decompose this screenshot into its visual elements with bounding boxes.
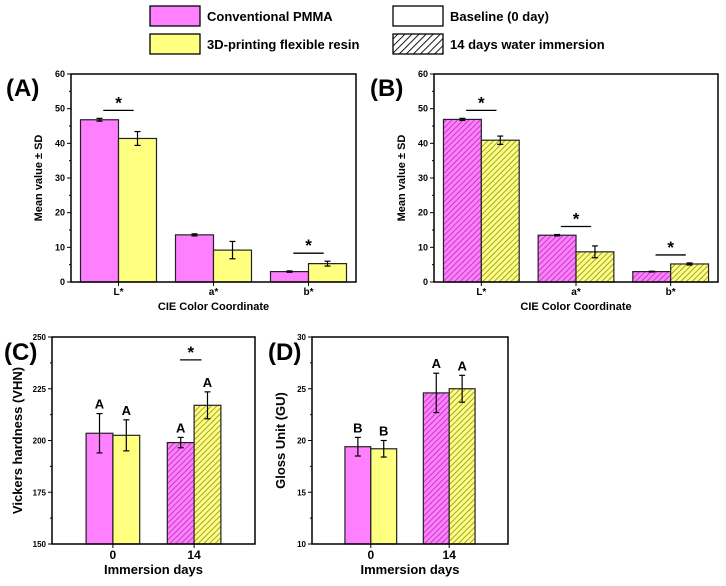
x-tick-label: 14 (443, 548, 457, 562)
x-tick-label: 0 (367, 548, 374, 562)
y-tick-label: 60 (418, 69, 428, 79)
panel-label: (A) (6, 75, 39, 102)
y-axis-label: Mean value ± SD (33, 135, 45, 222)
x-tick-label: 14 (187, 548, 201, 562)
bar (422, 392, 450, 545)
group-letter: B (353, 420, 362, 435)
x-axis-label: CIE Color Coordinate (520, 301, 631, 313)
y-tick-label: 0 (423, 277, 428, 287)
bar (344, 446, 372, 545)
y-tick-label: 0 (60, 277, 65, 287)
y-axis-label: Vickers hardness (VHN) (10, 367, 25, 514)
y-tick-label: 10 (297, 540, 306, 549)
x-axis-label: Immersion days (361, 562, 460, 577)
y-tick-label: 20 (418, 208, 428, 218)
panel-label: (C) (4, 339, 37, 366)
y-tick-label: 10 (418, 242, 428, 252)
bar (193, 404, 222, 545)
y-tick-label: 50 (55, 104, 65, 114)
legend-swatch (149, 33, 201, 55)
x-tick-label: L* (476, 287, 486, 298)
chart-panel-a: (A) * L* a* * b* 0 10 20 30 40 50 60 CIE Color Coordi… (6, 69, 357, 313)
y-tick-label: 20 (297, 437, 306, 446)
bar (632, 271, 672, 283)
y-tick-label: 225 (33, 385, 47, 394)
legend-swatch (149, 5, 201, 27)
group-letter: A (122, 403, 132, 418)
x-tick-label: a* (571, 287, 581, 298)
y-tick-label: 30 (297, 333, 306, 342)
x-axis-label: CIE Color Coordinate (158, 301, 269, 313)
bar (166, 441, 195, 545)
y-tick-label: 175 (33, 488, 47, 497)
bar (269, 271, 310, 283)
y-tick-label: 60 (55, 69, 65, 79)
bar (112, 434, 141, 545)
chart-panel-d: (D) B B 0 A A 14 10 15 20 25 30 Immersion days Gloss … (268, 333, 509, 577)
legend-swatch (392, 5, 444, 27)
y-axis-label: Gloss Unit (GU) (273, 392, 288, 489)
y-tick-label: 40 (418, 138, 428, 148)
x-tick-label: 0 (110, 548, 117, 562)
y-tick-label: 20 (55, 208, 65, 218)
y-tick-label: 15 (297, 488, 306, 497)
group-letter: A (203, 375, 213, 390)
x-tick-label: L* (114, 287, 124, 298)
y-tick-label: 30 (418, 173, 428, 183)
panel-label: (B) (370, 75, 403, 102)
significance-marker: * (573, 210, 580, 229)
y-tick-label: 30 (55, 173, 65, 183)
legend-swatch (392, 33, 444, 55)
y-tick-label: 10 (55, 242, 65, 252)
x-tick-label: a* (209, 287, 219, 298)
significance-marker: * (667, 238, 674, 257)
bar (670, 263, 710, 283)
legend-label: 14 days water immersion (450, 37, 605, 52)
legend: Conventional PMMA 3D-printing flexible re… (149, 5, 605, 55)
x-tick-label: b* (304, 287, 314, 298)
y-tick-label: 50 (418, 104, 428, 114)
y-tick-label: 25 (297, 385, 306, 394)
x-tick-label: b* (666, 287, 676, 298)
significance-marker: * (187, 343, 194, 362)
panel-label: (D) (268, 339, 301, 366)
bar (480, 139, 520, 283)
legend-label: 3D-printing flexible resin (207, 37, 359, 52)
chart-panel-c: (C) A A 0 A A * 14 150 175 200 225 250 Immersion days… (4, 333, 256, 577)
y-tick-label: 40 (55, 138, 65, 148)
y-axis-label: Mean value ± SD (396, 135, 408, 222)
plot-frame (51, 336, 256, 545)
bar (174, 234, 215, 283)
bar (537, 234, 577, 283)
significance-marker: * (478, 93, 485, 112)
group-letter: A (432, 356, 442, 371)
bar (79, 119, 120, 283)
y-tick-label: 200 (33, 437, 47, 446)
significance-marker: * (305, 236, 312, 255)
group-letter: A (95, 397, 105, 412)
chart-panel-b: (B) * L* * a* * b* 0 10 20 30 40 50 60 CIE Color Coord… (370, 69, 719, 313)
x-axis-label: Immersion days (104, 562, 203, 577)
bar (85, 432, 114, 545)
significance-marker: * (115, 93, 122, 112)
legend-label: Conventional PMMA (207, 9, 333, 24)
bar (117, 137, 158, 283)
plot-frame (311, 336, 509, 545)
group-letter: B (379, 424, 388, 439)
y-tick-label: 250 (33, 333, 47, 342)
y-tick-label: 150 (33, 540, 47, 549)
bar (370, 448, 398, 545)
group-letter: A (176, 420, 186, 435)
bar (442, 118, 482, 283)
group-letter: A (457, 358, 467, 373)
legend-label: Baseline (0 day) (450, 9, 549, 24)
bar (448, 388, 476, 545)
